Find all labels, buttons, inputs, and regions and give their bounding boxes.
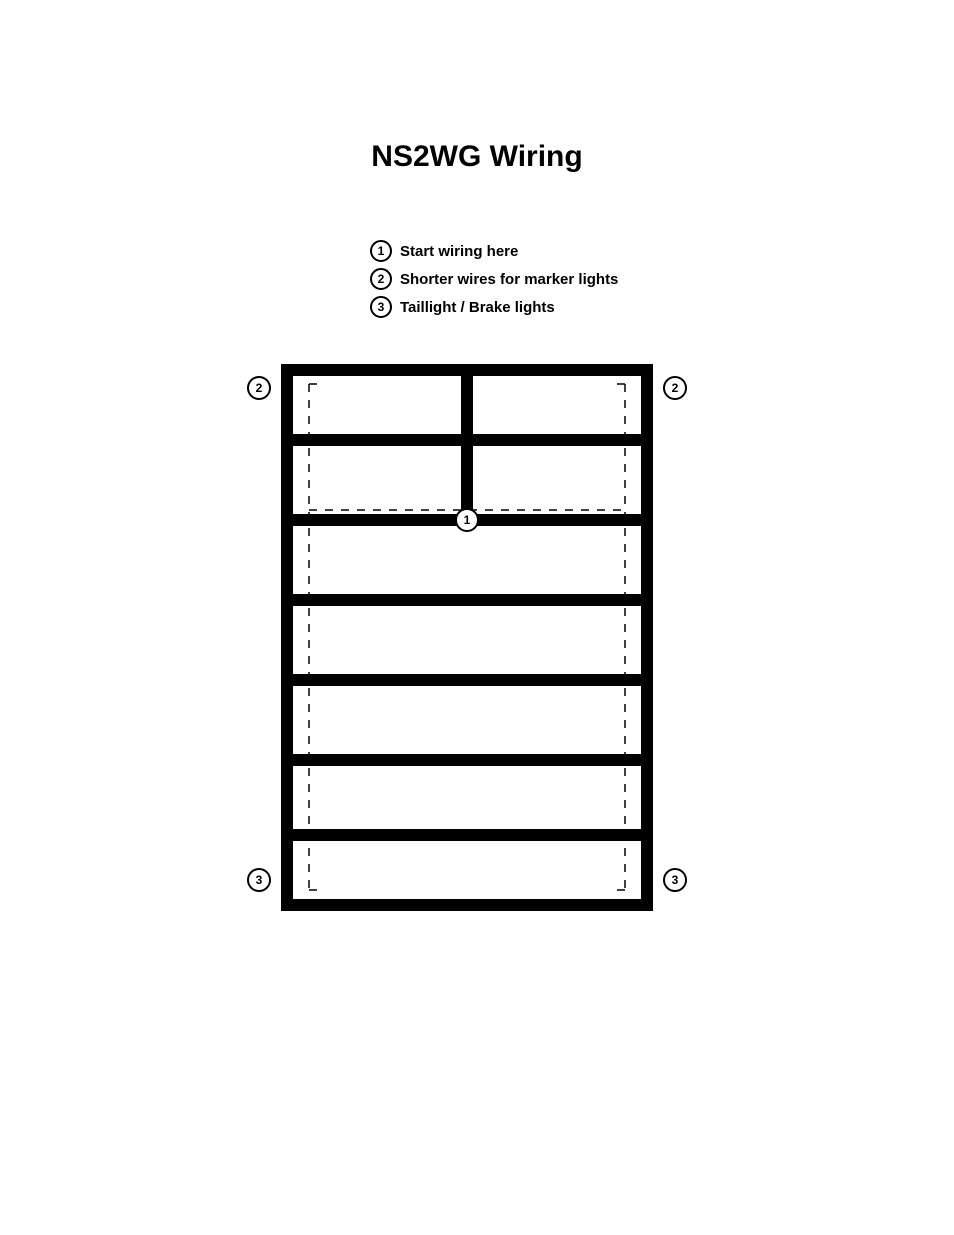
legend: 1 Start wiring here 2 Shorter wires for … bbox=[370, 240, 618, 324]
legend-label: Taillight / Brake lights bbox=[400, 299, 555, 316]
page-title: NS2WG Wiring bbox=[0, 140, 954, 174]
legend-number-icon: 3 bbox=[370, 296, 392, 318]
callout-center-icon: 1 bbox=[455, 508, 479, 532]
legend-number-icon: 2 bbox=[370, 268, 392, 290]
legend-row: 3 Taillight / Brake lights bbox=[370, 296, 618, 318]
callout-right-3-icon: 3 bbox=[663, 868, 687, 892]
legend-number-icon: 1 bbox=[370, 240, 392, 262]
legend-row: 2 Shorter wires for marker lights bbox=[370, 268, 618, 290]
diagram-container: 12233 bbox=[267, 360, 687, 920]
callout-left-3-icon: 3 bbox=[247, 868, 271, 892]
page: NS2WG Wiring 1 Start wiring here 2 Short… bbox=[0, 0, 954, 1235]
legend-label: Shorter wires for marker lights bbox=[400, 271, 618, 288]
legend-row: 1 Start wiring here bbox=[370, 240, 618, 262]
callout-left-2-icon: 2 bbox=[247, 376, 271, 400]
wiring-svg bbox=[267, 360, 687, 920]
wiring-diagram: 1 2 2 3 3 bbox=[0, 360, 954, 920]
legend-label: Start wiring here bbox=[400, 243, 518, 260]
callout-right-2-icon: 2 bbox=[663, 376, 687, 400]
